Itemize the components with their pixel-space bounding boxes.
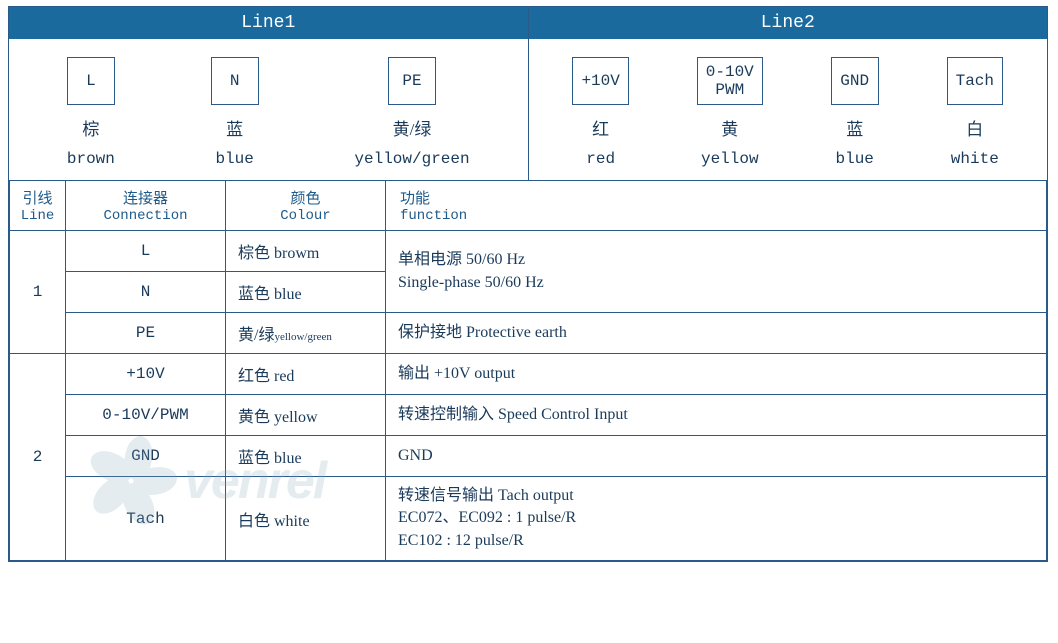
line1-terminals: L棕 brown N蓝 blue PE 黄/绿 yellow/green xyxy=(9,39,528,180)
cell-connection: 0-10V/PWM xyxy=(66,395,226,436)
table-row: PE黄/绿yellow/green保护接地 Protective earth xyxy=(10,313,1047,354)
cell-connection: Tach xyxy=(66,477,226,561)
line2-block: Line2 +10V 红 red 0-10VPWM 黄 yellow GND 蓝 blue Tac… xyxy=(529,7,1048,180)
terminal-label-en: yellow xyxy=(701,150,759,168)
table-row: Tach白色 white转速信号输出 Tach outputEC072、EC09… xyxy=(10,477,1047,561)
cell-colour: 棕色 browm xyxy=(226,231,386,272)
terminal-label-en: blue xyxy=(215,150,253,168)
connection-table: 引线 Line 连接器 Connection 颜色 Colour 功能 func… xyxy=(9,181,1047,561)
cell-connection: N xyxy=(66,272,226,313)
th-function: 功能 function xyxy=(386,181,1047,231)
terminal: N蓝 blue xyxy=(211,57,259,168)
terminal-box: PE xyxy=(388,57,436,105)
cell-colour: 蓝色 blue xyxy=(226,436,386,477)
terminal-box: +10V xyxy=(572,57,628,105)
cell-function: 输出 +10V output xyxy=(386,354,1047,395)
terminal-label-cn: 红 xyxy=(592,115,609,140)
terminal: Tach 白 white xyxy=(947,57,1003,168)
cell-function: GND xyxy=(386,436,1047,477)
line2-header: Line2 xyxy=(529,7,1048,39)
cell-colour: 红色 red xyxy=(226,354,386,395)
table-row: GND蓝色 blue GND xyxy=(10,436,1047,477)
terminal-box: 0-10VPWM xyxy=(697,57,763,105)
line1-block: Line1 L棕 brown N蓝 blue PE 黄/绿 yellow/green xyxy=(9,7,529,180)
line1-header: Line1 xyxy=(9,7,528,39)
terminal-label-en: white xyxy=(951,150,999,168)
cell-connection: GND xyxy=(66,436,226,477)
cell-connection: PE xyxy=(66,313,226,354)
cell-function: 单相电源 50/60 HzSingle-phase 50/60 Hz xyxy=(386,231,1047,313)
table-row: 0-10V/PWM黄色 yellow转速控制输入 Speed Control I… xyxy=(10,395,1047,436)
terminal-label-cn: 蓝 xyxy=(226,115,243,140)
cell-colour: 黄/绿yellow/green xyxy=(226,313,386,354)
th-connection: 连接器 Connection xyxy=(66,181,226,231)
terminal-label-cn: 蓝 xyxy=(846,115,863,140)
terminal-label-en: blue xyxy=(835,150,873,168)
cell-function: 保护接地 Protective earth xyxy=(386,313,1047,354)
terminal-box: L xyxy=(67,57,115,105)
th-colour: 颜色 Colour xyxy=(226,181,386,231)
terminal-label-cn: 白 xyxy=(966,115,983,140)
terminal-label-cn: 黄 xyxy=(721,115,738,140)
terminal: +10V 红 red xyxy=(572,57,628,168)
terminal-label-en: yellow/green xyxy=(354,150,469,168)
cell-connection: L xyxy=(66,231,226,272)
terminal-box: N xyxy=(211,57,259,105)
terminal-label-en: brown xyxy=(67,150,115,168)
terminals-section: Line1 L棕brownN蓝bluePE黄/绿yellow/green Lin… xyxy=(9,7,1047,181)
cell-function: 转速控制输入 Speed Control Input xyxy=(386,395,1047,436)
terminal: PE 黄/绿 yellow/green xyxy=(354,57,469,168)
terminal: 0-10VPWM 黄 yellow xyxy=(697,57,763,168)
cell-function: 转速信号输出 Tach outputEC072、EC092 : 1 pulse/… xyxy=(386,477,1047,561)
cell-line: 2 xyxy=(10,354,66,561)
terminal: L棕 brown xyxy=(67,57,115,168)
terminal-box: Tach xyxy=(947,57,1003,105)
table-header-row: 引线 Line 连接器 Connection 颜色 Colour 功能 func… xyxy=(10,181,1047,231)
cell-line: 1 xyxy=(10,231,66,354)
cell-colour: 蓝色 blue xyxy=(226,272,386,313)
th-line: 引线 Line xyxy=(10,181,66,231)
terminal: GND 蓝 blue xyxy=(831,57,879,168)
terminal-label-cn: 黄/绿 xyxy=(393,115,432,140)
cell-colour: 黄色 yellow xyxy=(226,395,386,436)
table-row: 2+10V红色 red输出 +10V output xyxy=(10,354,1047,395)
terminal-label-cn: 棕 xyxy=(82,115,99,140)
terminal-box: GND xyxy=(831,57,879,105)
cell-colour: 白色 white xyxy=(226,477,386,561)
cell-connection: +10V xyxy=(66,354,226,395)
table-row: 1L棕色 browm单相电源 50/60 HzSingle-phase 50/6… xyxy=(10,231,1047,272)
line2-terminals: +10V 红 red 0-10VPWM 黄 yellow GND 蓝 blue Tach 白 whit… xyxy=(529,39,1048,180)
terminal-label-en: red xyxy=(586,150,615,168)
wiring-diagram: Line1 L棕brownN蓝bluePE黄/绿yellow/green Lin… xyxy=(8,6,1048,562)
